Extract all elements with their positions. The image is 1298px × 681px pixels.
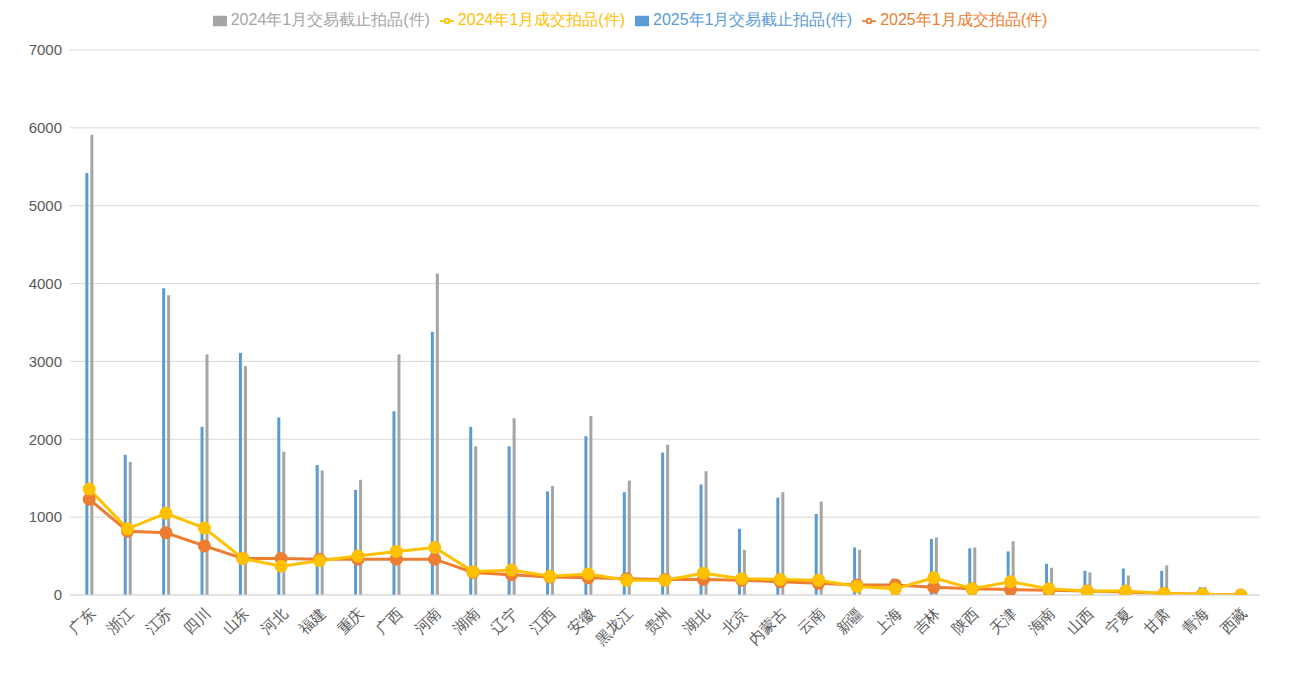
- svg-text:内蒙古: 内蒙古: [746, 604, 790, 648]
- svg-text:广东: 广东: [65, 604, 98, 637]
- svg-text:陕西: 陕西: [948, 604, 981, 637]
- svg-text:海南: 海南: [1025, 604, 1058, 637]
- svg-text:3000: 3000: [29, 353, 62, 370]
- svg-text:广西: 广西: [372, 604, 405, 637]
- svg-text:西藏: 西藏: [1217, 604, 1250, 637]
- svg-text:山东: 山东: [219, 604, 252, 637]
- svg-text:1000: 1000: [29, 508, 62, 525]
- svg-text:新疆: 新疆: [833, 604, 866, 637]
- svg-text:上海: 上海: [871, 604, 904, 637]
- svg-text:6000: 6000: [29, 119, 62, 136]
- svg-text:四川: 四川: [180, 604, 213, 637]
- svg-text:湖南: 湖南: [449, 604, 482, 637]
- svg-text:辽宁: 辽宁: [487, 604, 520, 637]
- svg-text:浙江: 浙江: [104, 604, 137, 637]
- svg-text:青海: 青海: [1178, 604, 1211, 637]
- html-text:2024年1月交易截止拍品(件): 2024年1月交易截止拍品(件): [230, 11, 430, 28]
- svg-text:7000: 7000: [29, 41, 62, 58]
- svg-text:甘肃: 甘肃: [1140, 604, 1173, 637]
- svg-text:黑龙江: 黑龙江: [592, 604, 636, 648]
- html-text:2025年1月成交拍品(件): 2025年1月成交拍品(件): [880, 11, 1048, 28]
- svg-text:重庆: 重庆: [334, 604, 367, 637]
- svg-text:北京: 北京: [718, 604, 751, 637]
- html-text:2024年1月成交拍品(件): 2024年1月成交拍品(件): [457, 11, 625, 28]
- svg-text:江西: 江西: [526, 604, 559, 637]
- svg-text:天津: 天津: [986, 604, 1019, 637]
- svg-text:河南: 河南: [411, 604, 444, 637]
- svg-text:贵州: 贵州: [641, 604, 674, 637]
- svg-text:宁夏: 宁夏: [1102, 604, 1135, 637]
- svg-text:4000: 4000: [29, 275, 62, 292]
- svg-text:云南: 云南: [795, 604, 828, 637]
- svg-text:安徽: 安徽: [564, 604, 597, 637]
- html-text:2025年1月交易截止拍品(件): 2025年1月交易截止拍品(件): [653, 11, 853, 28]
- svg-text:江苏: 江苏: [142, 604, 175, 637]
- svg-text:湖北: 湖北: [679, 604, 712, 637]
- svg-text:5000: 5000: [29, 197, 62, 214]
- svg-text:吉林: 吉林: [910, 604, 943, 637]
- svg-text:2000: 2000: [29, 431, 62, 448]
- svg-text:河北: 河北: [257, 604, 290, 637]
- svg-text:0: 0: [54, 586, 62, 603]
- svg-text:山西: 山西: [1063, 604, 1096, 637]
- svg-text:福建: 福建: [295, 604, 328, 637]
